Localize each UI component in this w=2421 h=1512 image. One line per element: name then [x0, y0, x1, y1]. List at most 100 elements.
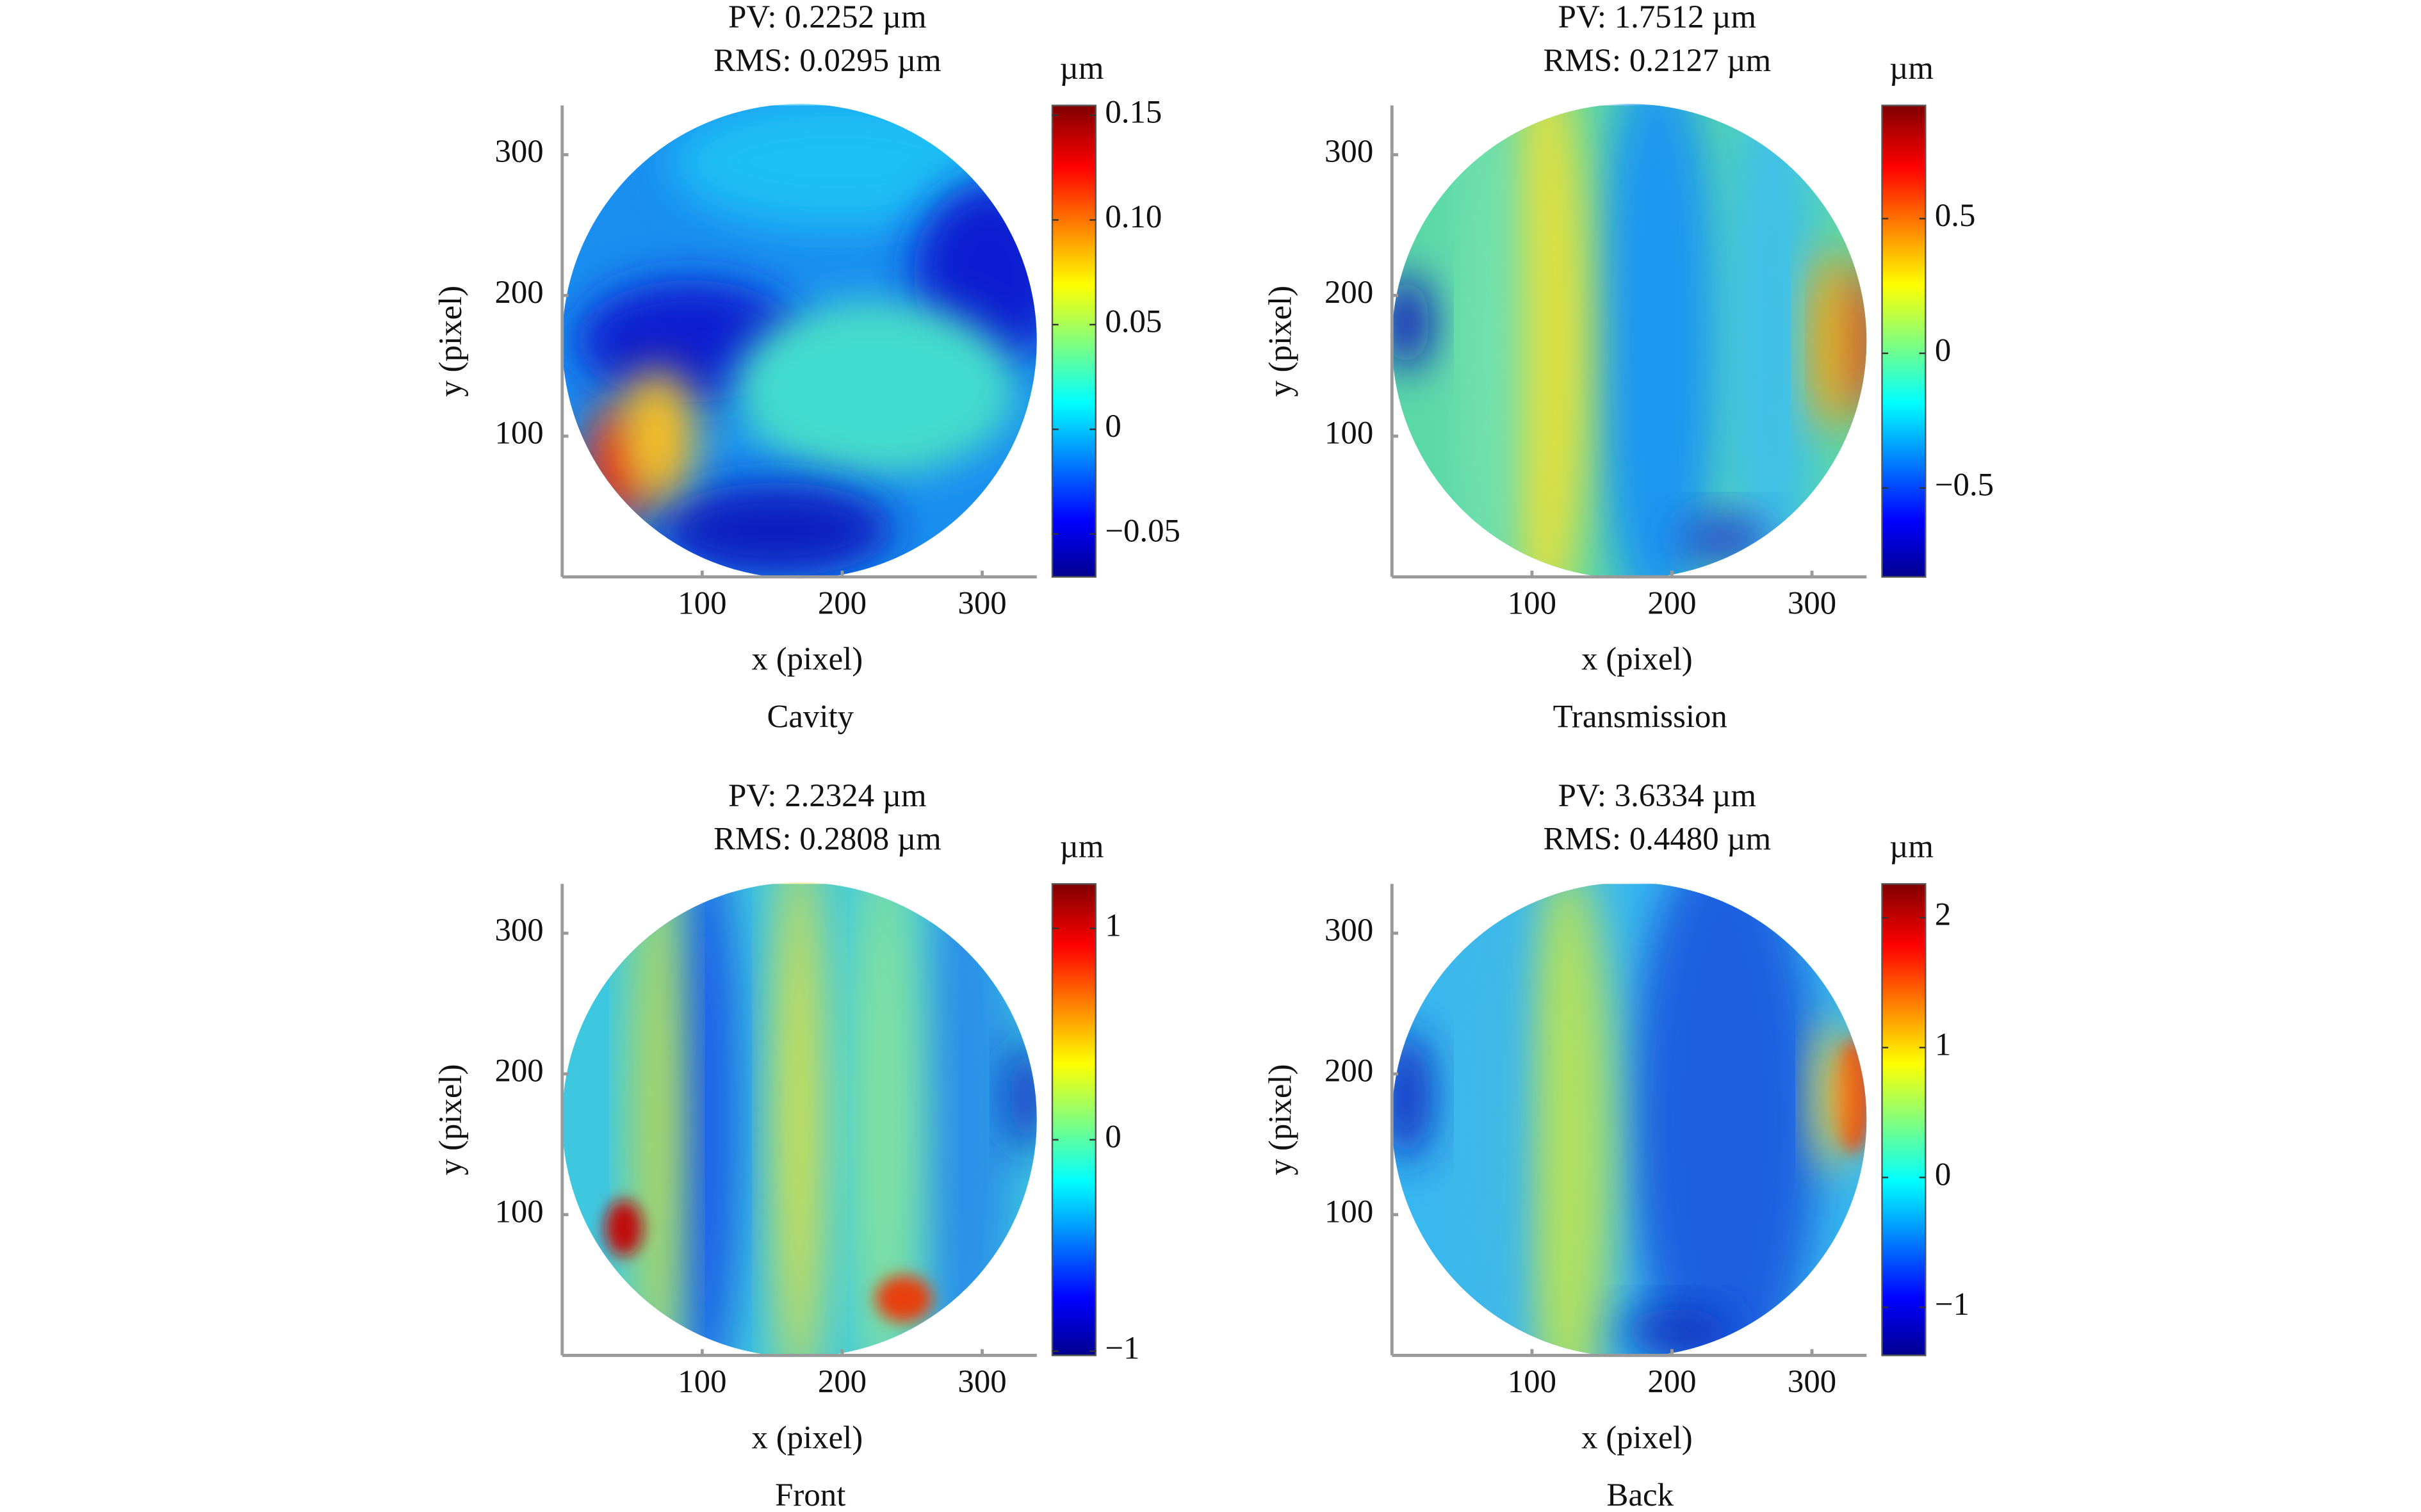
subtitle: RMS: 0.0295 µm: [713, 42, 941, 78]
surface-blob: [1629, 882, 1820, 1357]
y-tick-label: 100: [494, 1193, 543, 1229]
x-tick-label: 100: [678, 585, 726, 621]
surface-blob: [1496, 104, 1592, 579]
x-tick-label: 100: [678, 1363, 726, 1399]
y-tick-label: 300: [494, 912, 543, 948]
surface-blob: [918, 882, 1013, 1357]
colorbar: [1881, 883, 1927, 1356]
y-tick-label: 200: [1325, 274, 1373, 310]
x-tick-label: 300: [1788, 585, 1836, 621]
surface-blob: [666, 882, 743, 1357]
surface-blob: [605, 1199, 643, 1256]
colorbar-tick-label: −1: [1935, 1286, 1969, 1322]
caption: Transmission: [1553, 698, 1727, 734]
y-tick-label: 200: [494, 274, 543, 310]
colorbar-tick-label: 0.05: [1105, 304, 1162, 339]
surface-blob: [1008, 1039, 1037, 1153]
x-tick-label: 100: [1508, 1363, 1556, 1399]
title: PV: 2.2324 µm: [728, 777, 926, 813]
colorbar-tick-label: 0: [1935, 332, 1951, 368]
x-tick-label: 200: [818, 1363, 867, 1399]
x-axis-label: x (pixel): [752, 1419, 863, 1455]
colorbar-tick-label: 0: [1935, 1156, 1951, 1192]
y-axis-label: y (pixel): [1262, 1064, 1298, 1176]
surface-map: [1392, 104, 1867, 579]
title: PV: 0.2252 µm: [728, 0, 926, 35]
panel: 100 200 300 100 200 300 PV: 0.2252 µm RMS: 0.02…: [432, 0, 1180, 734]
surface-map: [562, 104, 1037, 577]
surface-blob: [1392, 275, 1430, 370]
surface-blob: [1520, 882, 1615, 1357]
colorbar-tick-label: 0.5: [1935, 197, 1976, 233]
colorbar-tick-label: −1: [1105, 1329, 1139, 1365]
y-tick-label: 300: [494, 133, 543, 169]
colorbar: [1051, 104, 1097, 578]
subtitle: RMS: 0.2808 µm: [713, 821, 941, 857]
colorbar-label: µm: [1060, 829, 1104, 865]
caption: Back: [1607, 1477, 1674, 1512]
x-tick-label: 300: [958, 1363, 1006, 1399]
x-tick-label: 200: [1647, 585, 1696, 621]
colorbar-tick-label: −0.05: [1105, 512, 1180, 548]
y-tick-label: 300: [1325, 133, 1373, 169]
surface-blob: [1809, 247, 1848, 435]
y-tick-label: 200: [494, 1053, 543, 1089]
caption: Front: [775, 1477, 845, 1512]
y-tick-label: 100: [1325, 1193, 1373, 1229]
x-axis-label: x (pixel): [1581, 1419, 1693, 1455]
panel: 100 200 300 100 200 300 PV: 3.6334 µm RMS: 0.44…: [1262, 777, 1969, 1512]
x-tick-label: 100: [1508, 585, 1556, 621]
title: PV: 1.7512 µm: [1558, 0, 1756, 35]
surface-blob: [1619, 1308, 1734, 1356]
x-axis-label: x (pixel): [1581, 641, 1693, 677]
colorbar-label: µm: [1889, 50, 1934, 86]
y-tick-label: 100: [494, 415, 543, 451]
colorbar: [1051, 883, 1097, 1356]
surface-blob: [847, 882, 923, 1357]
colorbar-tick-label: 1: [1935, 1026, 1951, 1062]
surface-blob: [633, 882, 681, 1357]
y-axis-label: y (pixel): [432, 286, 468, 397]
surface-blob: [1392, 1030, 1430, 1162]
y-tick-label: 100: [1325, 415, 1373, 451]
y-axis-label: y (pixel): [432, 1064, 468, 1176]
surface-blob: [1449, 882, 1525, 1357]
title: PV: 3.6334 µm: [1558, 777, 1756, 813]
colorbar-label: µm: [1060, 50, 1104, 86]
surface-blob: [1453, 104, 1520, 579]
panel: 100 200 300 100 200 300 PV: 1.7512 µm RMS: 0.21…: [1262, 0, 1994, 734]
surface-blob: [1676, 516, 1772, 563]
colorbar-tick-label: 2: [1935, 897, 1951, 932]
panel: 100 200 300 100 200 300 PV: 2.2324 µm RMS: 0.28…: [432, 777, 1139, 1512]
surface-map: [1392, 882, 1867, 1357]
surface-blob: [776, 882, 824, 1357]
surface-blob: [1814, 1020, 1853, 1172]
x-tick-label: 300: [958, 585, 1006, 621]
surface-blob: [656, 482, 895, 577]
colorbar-tick-label: 0.10: [1105, 199, 1162, 234]
colorbar-tick-label: 1: [1105, 907, 1121, 943]
subtitle: RMS: 0.4480 µm: [1544, 821, 1772, 857]
x-tick-label: 200: [818, 585, 867, 621]
colorbar-tick-label: 0.15: [1105, 94, 1162, 130]
colorbar-tick-label: 0: [1105, 408, 1121, 444]
colorbar-label: µm: [1889, 829, 1934, 865]
colorbar: [1881, 104, 1927, 578]
colorbar-tick-label: −0.5: [1935, 467, 1994, 503]
y-tick-label: 200: [1325, 1053, 1373, 1089]
surface-blob: [619, 369, 696, 502]
caption: Cavity: [767, 698, 854, 734]
x-tick-label: 200: [1647, 1363, 1696, 1399]
surface-blob: [733, 303, 1018, 473]
surface-blob: [875, 1275, 933, 1322]
surface-blob: [1724, 104, 1820, 579]
x-tick-label: 300: [1788, 1363, 1836, 1399]
y-axis-label: y (pixel): [1262, 286, 1298, 397]
surface-map: [562, 882, 1037, 1357]
surface-blob: [1591, 104, 1725, 579]
x-axis-label: x (pixel): [752, 641, 863, 677]
y-tick-label: 300: [1325, 912, 1373, 948]
colorbar-tick-label: 0: [1105, 1118, 1121, 1154]
